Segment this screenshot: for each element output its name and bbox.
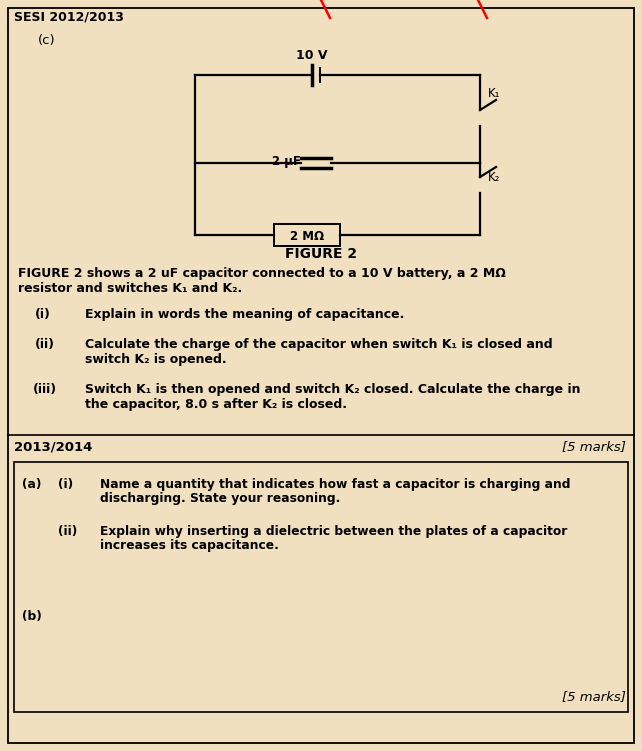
Text: SESI 2012/2013: SESI 2012/2013 — [14, 10, 124, 23]
Text: K₂: K₂ — [488, 171, 500, 184]
Text: 2 MΩ: 2 MΩ — [290, 230, 324, 243]
Text: (i): (i) — [58, 478, 73, 491]
Text: FIGURE 2: FIGURE 2 — [285, 247, 357, 261]
Text: [5 marks]: [5 marks] — [562, 690, 626, 703]
Text: (ii): (ii) — [58, 525, 77, 538]
Text: 10 V: 10 V — [296, 49, 327, 62]
Text: increases its capacitance.: increases its capacitance. — [100, 539, 279, 552]
Text: [5 marks]: [5 marks] — [562, 440, 626, 453]
Text: Switch K₁ is then opened and switch K₂ closed. Calculate the charge in: Switch K₁ is then opened and switch K₂ c… — [85, 383, 580, 396]
Text: Name a quantity that indicates how fast a capacitor is charging and: Name a quantity that indicates how fast … — [100, 478, 571, 491]
Text: FIGURE 2 shows a 2 uF capacitor connected to a 10 V battery, a 2 MΩ: FIGURE 2 shows a 2 uF capacitor connecte… — [18, 267, 506, 280]
Text: (b): (b) — [22, 610, 42, 623]
Text: switch K₂ is opened.: switch K₂ is opened. — [85, 353, 227, 366]
Text: resistor and switches K₁ and K₂.: resistor and switches K₁ and K₂. — [18, 282, 242, 295]
Text: the capacitor, 8.0 s after K₂ is closed.: the capacitor, 8.0 s after K₂ is closed. — [85, 398, 347, 411]
Text: (iii): (iii) — [33, 383, 57, 396]
Text: (a): (a) — [22, 478, 41, 491]
Text: Explain why inserting a dielectric between the plates of a capacitor: Explain why inserting a dielectric betwe… — [100, 525, 568, 538]
Text: (ii): (ii) — [35, 338, 55, 351]
Text: Explain in words the meaning of capacitance.: Explain in words the meaning of capacita… — [85, 308, 404, 321]
Text: 2 μF: 2 μF — [272, 155, 301, 167]
Text: K₁: K₁ — [488, 87, 501, 100]
Text: discharging. State your reasoning.: discharging. State your reasoning. — [100, 492, 340, 505]
Bar — [14, 462, 628, 712]
Bar — [274, 224, 340, 246]
Text: Calculate the charge of the capacitor when switch K₁ is closed and: Calculate the charge of the capacitor wh… — [85, 338, 553, 351]
Text: (c): (c) — [38, 34, 56, 47]
Text: 2013/2014: 2013/2014 — [14, 440, 92, 453]
Text: (i): (i) — [35, 308, 51, 321]
